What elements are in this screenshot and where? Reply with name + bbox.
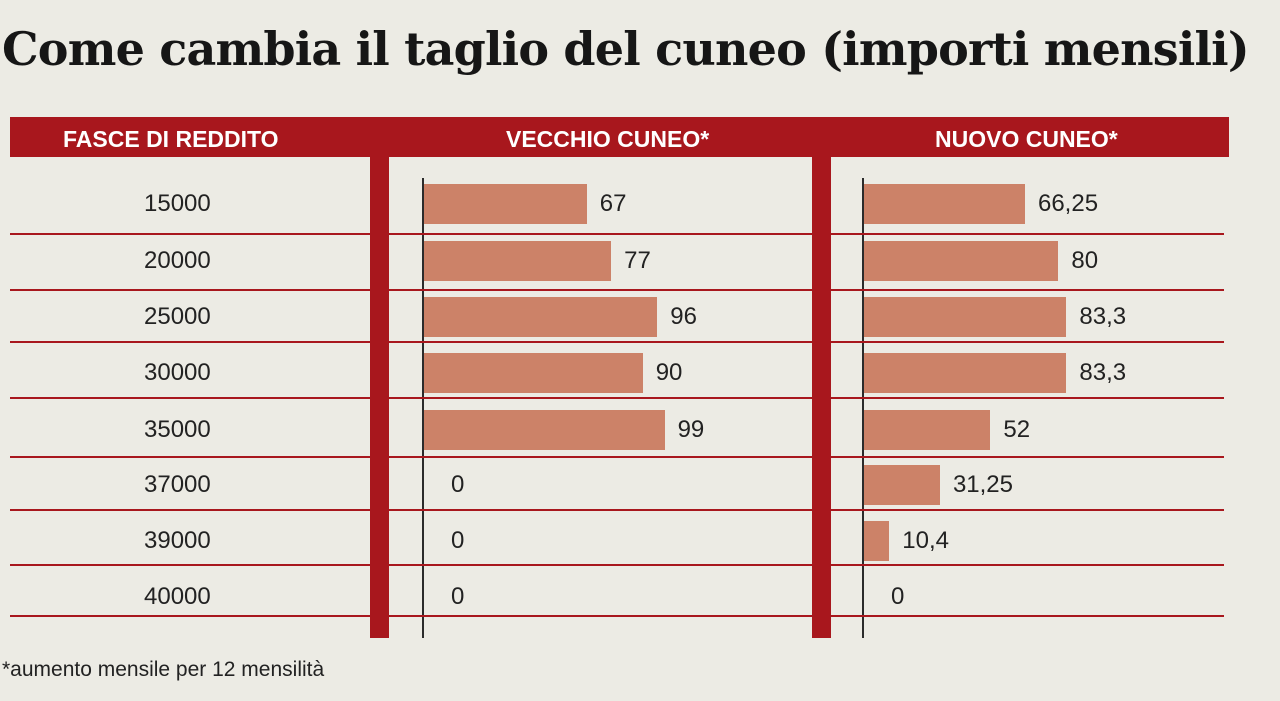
row-divider (10, 341, 378, 343)
row-divider (822, 397, 1224, 399)
row-divider (10, 289, 378, 291)
header-band (10, 117, 1229, 157)
bar-vecchio (424, 410, 665, 450)
bar-nuovo (864, 465, 940, 505)
row-divider (10, 509, 378, 511)
category-label: 15000 (144, 190, 211, 217)
row-divider (380, 509, 822, 511)
bar-nuovo (864, 297, 1067, 337)
data-label: 0 (891, 583, 905, 610)
data-label: 90 (655, 359, 683, 386)
data-label: 99 (677, 416, 705, 443)
column-header-nuovo: NUOVO CUNEO* (935, 126, 1118, 152)
column-header-vecchio: VECCHIO CUNEO* (506, 126, 710, 152)
bar-nuovo (864, 353, 1067, 393)
row-divider (380, 456, 822, 458)
row-divider (10, 456, 378, 458)
row-divider (380, 233, 822, 235)
data-label: 31,25 (952, 471, 1013, 498)
data-label: 83,3 (1079, 303, 1127, 330)
bar-vecchio (424, 353, 643, 393)
bar-nuovo (864, 521, 890, 561)
row-divider (10, 233, 378, 235)
data-label: 10,4 (902, 527, 949, 554)
bar-nuovo (864, 410, 991, 450)
row-divider (822, 615, 1224, 617)
axis-nuovo (862, 178, 864, 638)
row-divider (380, 289, 822, 291)
footnote: *aumento mensile per 12 mensilità (2, 658, 325, 681)
category-label: 37000 (144, 471, 211, 498)
row-divider (822, 456, 1224, 458)
axis-vecchio (422, 178, 424, 638)
column-divider-left (370, 150, 389, 638)
row-divider (822, 233, 1224, 235)
category-label: 20000 (144, 247, 211, 274)
category-label: 25000 (144, 303, 211, 330)
bar-vecchio (424, 297, 658, 337)
column-divider-right (812, 150, 831, 638)
row-divider (822, 289, 1224, 291)
row-divider (822, 341, 1224, 343)
data-label: 67 (599, 190, 627, 217)
bar-vecchio (424, 241, 612, 281)
row-divider (10, 564, 378, 566)
data-label: 96 (670, 303, 697, 330)
row-divider (10, 615, 378, 617)
row-divider (822, 564, 1224, 566)
column-header-fasce: FASCE DI REDDITO (63, 126, 279, 152)
row-divider (380, 341, 822, 343)
row-divider (10, 397, 378, 399)
data-label: 83,3 (1079, 359, 1127, 386)
category-label: 40000 (144, 583, 211, 610)
row-divider (380, 615, 822, 617)
data-label: 0 (451, 583, 465, 610)
category-label: 35000 (144, 416, 211, 443)
bar-nuovo (864, 184, 1025, 224)
category-label: 39000 (144, 527, 211, 554)
row-divider (380, 397, 822, 399)
row-divider (380, 564, 822, 566)
bar-nuovo (864, 241, 1059, 281)
data-label: 52 (1003, 416, 1031, 443)
chart-title: Come cambia il taglio del cuneo (importi… (2, 22, 1250, 76)
row-divider (822, 509, 1224, 511)
data-label: 0 (451, 471, 465, 498)
data-label: 77 (624, 247, 651, 274)
data-label: 0 (451, 527, 465, 554)
category-label: 30000 (144, 359, 211, 386)
data-label: 80 (1071, 247, 1099, 274)
bar-vecchio (424, 184, 587, 224)
data-label: 66,25 (1037, 190, 1099, 217)
